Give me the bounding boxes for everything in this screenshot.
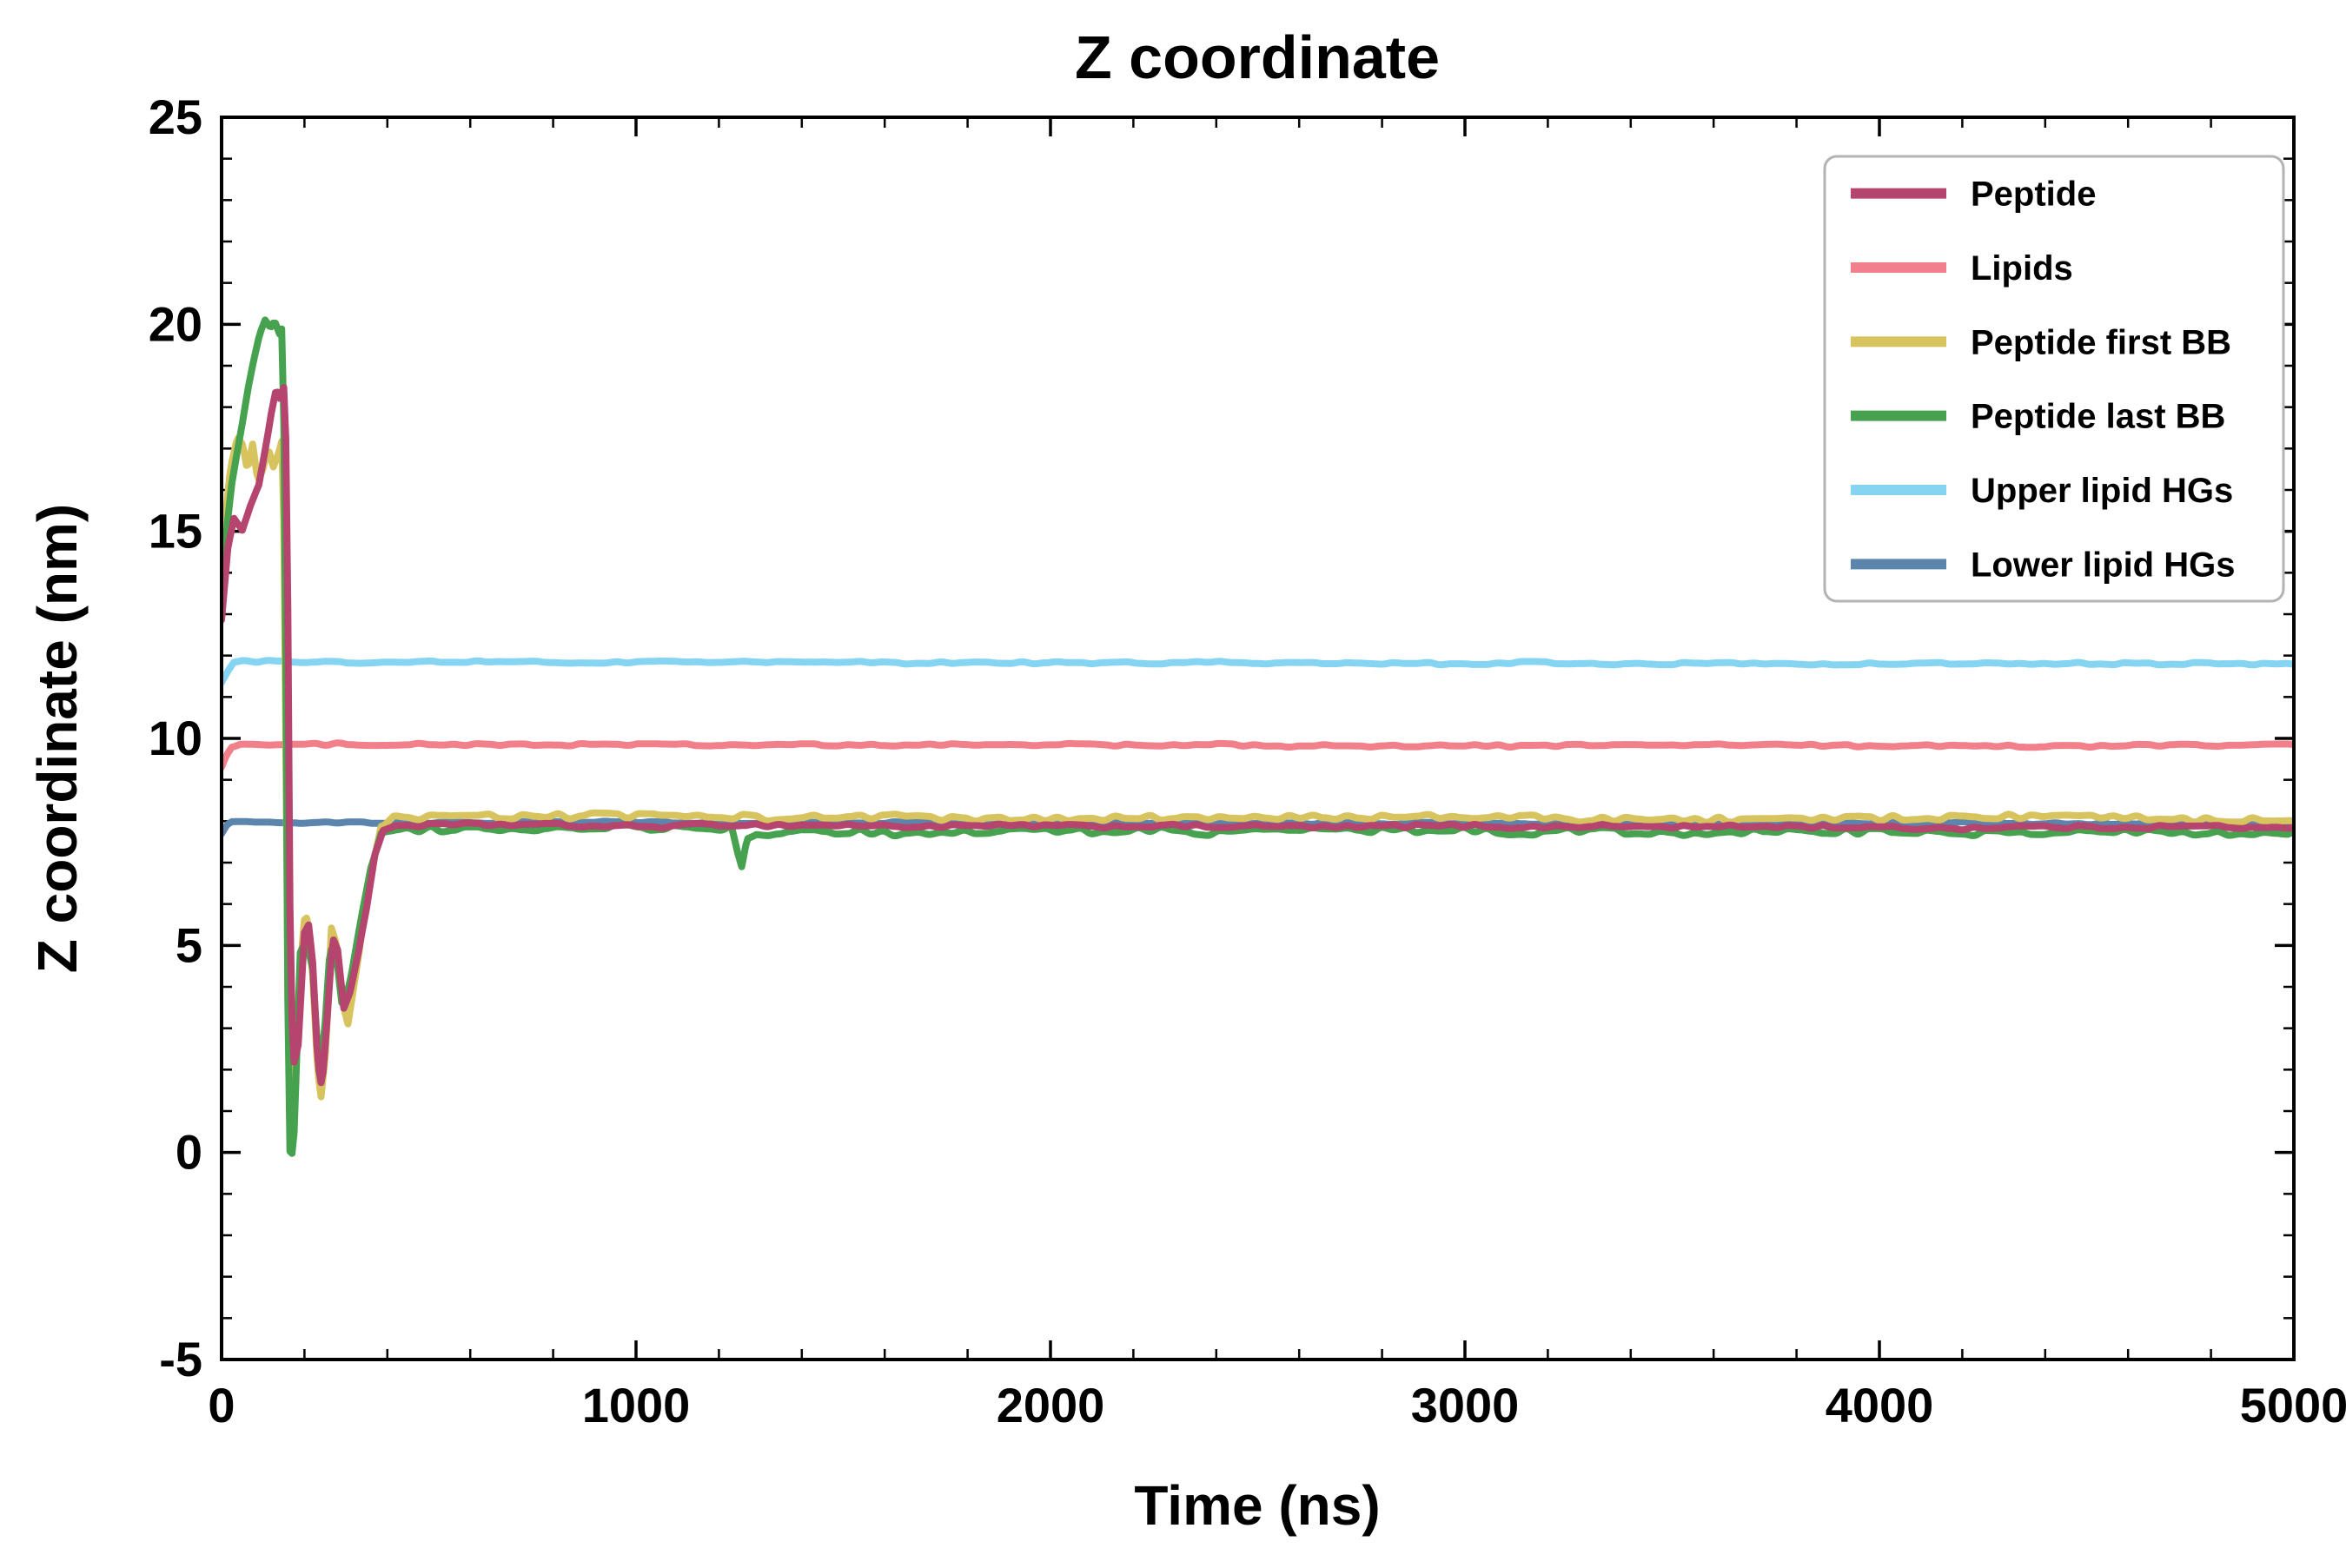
y-tick-label: 5 xyxy=(176,917,202,972)
x-tick-label: 2000 xyxy=(997,1378,1105,1432)
legend: Peptide Lipids Peptide first BB Peptide las… xyxy=(1823,155,2285,603)
y-tick-label: 15 xyxy=(149,504,202,559)
series-line-peptide xyxy=(222,384,2294,1087)
y-tick-label: 10 xyxy=(149,711,202,765)
legend-label-peptide-last-bb: Peptide last BB xyxy=(1971,398,2225,436)
legend-label-peptide-first-bb: Peptide first BB xyxy=(1971,323,2231,361)
x-tick-label: 3000 xyxy=(1411,1378,1520,1432)
y-tick-label: 0 xyxy=(176,1125,202,1180)
legend-label-peptide: Peptide xyxy=(1971,175,2096,214)
plot-frame xyxy=(220,116,2296,1361)
x-axis-label: Time (ns) xyxy=(1134,1474,1380,1537)
legend-label-upper-lipid-hgs: Upper lipid HGs xyxy=(1971,472,2233,510)
x-tick-label: 5000 xyxy=(2240,1378,2346,1432)
y-tick-label: -5 xyxy=(159,1332,202,1386)
x-tick-label: 1000 xyxy=(582,1378,691,1432)
x-tick-label: 4000 xyxy=(1826,1378,1934,1432)
series-line-lipids xyxy=(222,739,2294,771)
y-axis-label: Z coordinate (nm) xyxy=(26,504,89,973)
y-tick-label: 25 xyxy=(149,89,202,144)
x-tick-label: 0 xyxy=(208,1378,235,1432)
legend-label-lipids: Lipids xyxy=(1971,249,2073,288)
series-line-peptide-first-bb xyxy=(222,434,2294,1119)
legend-label-lower-lipid-hgs: Lower lipid HGs xyxy=(1971,546,2235,584)
series-line-upper-lipid-hgs xyxy=(222,657,2294,686)
legend-box xyxy=(1823,155,2285,603)
y-tick-label: 20 xyxy=(149,296,202,351)
chart-title: Z coordinate xyxy=(1075,23,1440,91)
series-group xyxy=(222,316,2294,1157)
